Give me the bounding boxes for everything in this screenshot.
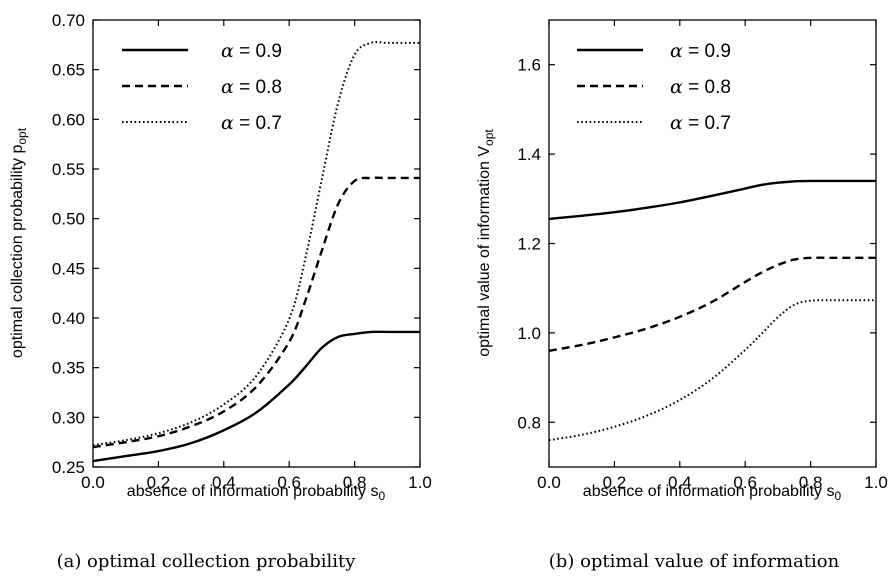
panel-a: 0.0 0.2 0.4 0.6 0.8 1.0 0.25 0.30 0.35 0.40 0.45 0.… <box>9 11 432 572</box>
x-tick-label-a-0: 0.0 <box>81 473 105 492</box>
axis-ticks-b: 0.0 0.2 0.4 0.6 0.8 1.0 0.8 1.0 1.2 1.4 1.6 <box>517 20 888 492</box>
y-tick-label-a-0: 0.25 <box>52 458 85 477</box>
x-tick-label-a-1: 0.2 <box>147 473 171 492</box>
series-line-a-0 <box>92 330 420 463</box>
x-axis-label-a: absence of information probability s0 <box>127 483 386 503</box>
y-tick-label-a-9: 0.70 <box>52 11 85 30</box>
legend-label-b-1: α = 0.8 <box>670 76 731 98</box>
y-tick-label-b-4: 1.6 <box>517 56 541 75</box>
y-tick-label-b-0: 0.8 <box>517 413 541 432</box>
series-line-a-1 <box>92 176 420 449</box>
legend-label-a-1: α = 0.8 <box>221 76 282 98</box>
axis-ticks-a: 0.0 0.2 0.4 0.6 0.8 1.0 0.25 0.30 0.35 0.40 0.45 0.… <box>52 11 432 492</box>
series-line-b-0 <box>548 179 876 221</box>
x-tick-label-b-3: 0.6 <box>733 473 757 492</box>
legend-label-a-0: α = 0.9 <box>221 40 282 62</box>
x-tick-label-b-5: 1.0 <box>864 473 888 492</box>
caption-a: (a) optimal collection probability <box>57 551 357 572</box>
x-tick-label-b-2: 0.4 <box>668 473 692 492</box>
panel-b: 0.0 0.2 0.4 0.6 0.8 1.0 0.8 1.0 1.2 1.4 1.6 α = 0.… <box>476 19 888 572</box>
x-tick-label-b-1: 0.2 <box>603 473 627 492</box>
y-tick-label-b-1: 1.0 <box>517 324 541 343</box>
y-tick-label-a-4: 0.45 <box>52 259 85 278</box>
legend-label-a-2: α = 0.7 <box>221 112 282 134</box>
x-tick-label-a-4: 0.8 <box>343 473 367 492</box>
legend-a: α = 0.9 α = 0.8 α = 0.7 <box>122 40 282 134</box>
plot-frame-a <box>92 19 421 468</box>
y-axis-label-b: optimal value of information Vopt <box>476 129 496 357</box>
caption-b: (b) optimal value of information <box>549 551 840 572</box>
y-tick-label-a-2: 0.35 <box>52 359 85 378</box>
y-axis-label-a: optimal collection probability popt <box>9 127 29 358</box>
y-tick-label-a-1: 0.30 <box>52 408 85 427</box>
legend-label-b-2: α = 0.7 <box>670 112 731 134</box>
series-group-a <box>92 40 420 463</box>
x-axis-label-b: absence of information probability s0 <box>583 483 842 503</box>
y-tick-label-a-6: 0.55 <box>52 160 85 179</box>
x-tick-label-b-4: 0.8 <box>799 473 823 492</box>
x-tick-label-b-0: 0.0 <box>537 473 561 492</box>
legend-label-b-0: α = 0.9 <box>670 40 731 62</box>
series-line-b-1 <box>548 256 876 352</box>
legend-b: α = 0.9 α = 0.8 α = 0.7 <box>577 40 731 134</box>
y-tick-label-a-8: 0.65 <box>52 61 85 80</box>
series-line-a-2 <box>92 40 420 447</box>
y-tick-label-a-3: 0.40 <box>52 309 85 328</box>
series-line-b-2 <box>548 299 876 442</box>
series-group-b <box>548 179 876 442</box>
y-tick-label-a-5: 0.50 <box>52 210 85 229</box>
x-tick-label-a-5: 1.0 <box>408 473 432 492</box>
y-tick-label-b-3: 1.4 <box>517 145 541 164</box>
y-tick-label-b-2: 1.2 <box>517 235 541 254</box>
x-tick-label-a-2: 0.4 <box>212 473 236 492</box>
y-tick-label-a-7: 0.60 <box>52 110 85 129</box>
x-tick-label-a-3: 0.6 <box>277 473 301 492</box>
